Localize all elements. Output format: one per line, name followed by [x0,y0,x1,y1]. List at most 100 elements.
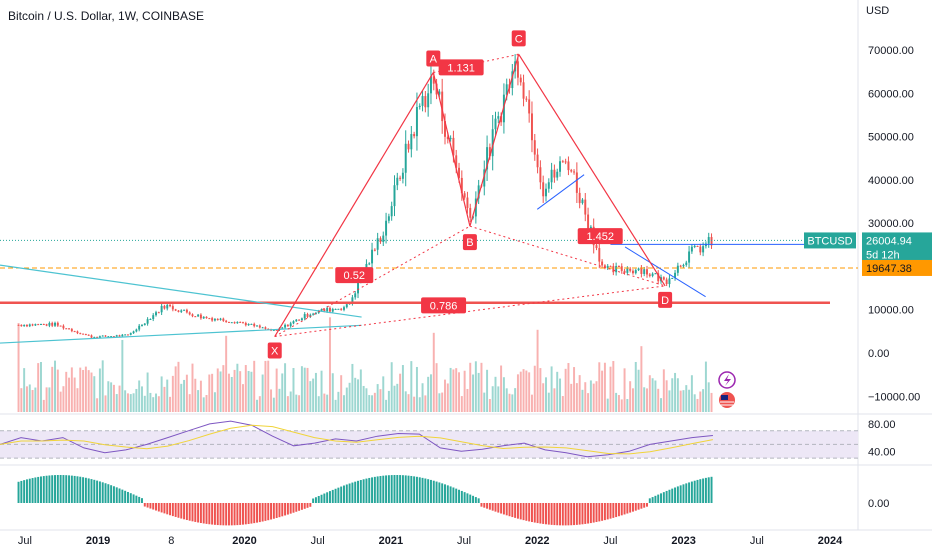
lightning-icon[interactable] [718,371,736,389]
channel-line[interactable] [536,174,585,210]
candle-body [553,169,556,178]
candle-body [76,331,79,334]
oscillator-bar [286,503,289,515]
oscillator-bar [48,475,51,503]
volume-bar [149,392,152,412]
ratio-label[interactable] [335,267,374,284]
candle-body [615,266,618,273]
harmonic-point-label[interactable] [426,50,441,67]
volume-bar [522,369,525,412]
volume-bar [328,317,331,412]
oscillator-bar [418,477,421,503]
volume-bar [567,363,570,412]
oscillator-bar [112,486,115,503]
volume-bar [606,398,609,412]
harmonic-point-label[interactable] [658,291,673,308]
candle-body [96,336,99,338]
candle-body [609,265,612,267]
volume-bar [528,372,531,412]
oscillator-bar [637,503,640,510]
x-tick-label: 2024 [818,535,843,547]
oscillator-bar [553,503,556,526]
channel-line[interactable] [624,246,706,298]
ratio-label[interactable] [438,59,484,76]
oscillator-bar [323,493,326,503]
harmonic-point-label[interactable] [267,342,282,359]
oscillator-bar [270,503,273,520]
volume-bar [601,370,604,412]
harmonic-leg[interactable] [274,72,434,337]
volume-bar [244,365,247,412]
volume-bar [474,361,477,412]
oscillator-bar [272,503,275,519]
oscillator-bar [202,503,205,524]
oscillator-bar [343,485,345,503]
ratio-label[interactable] [421,297,467,314]
candle-body [141,324,143,326]
oscillator-bar [623,503,626,515]
volume-bar [191,363,194,412]
candle-body [595,245,598,249]
harmonic-leg[interactable] [518,54,666,287]
volume-bar [702,389,705,412]
volume-bar [539,368,542,412]
candle-body [258,325,261,328]
volume-bar [118,385,121,412]
volume-bar [169,396,172,412]
volume-bar [455,368,458,412]
volume-bar [194,378,197,412]
volume-bar [314,372,317,412]
volume-bar [472,374,475,412]
volume-bar [233,369,236,412]
volume-bar [82,369,85,412]
candle-body [73,331,76,333]
oscillator-bar [536,503,539,524]
volume-bar [376,384,379,412]
harmonic-point-label[interactable] [511,30,526,47]
harmonic-leg[interactable] [469,54,520,227]
candle-body [466,197,469,208]
candle-body [303,314,306,319]
volume-bar [415,366,418,412]
us-flag-icon[interactable] [719,392,735,408]
trend-line[interactable] [0,264,362,318]
candle-body [48,322,51,326]
oscillator-bar [233,503,236,526]
volume-bar [359,369,362,412]
volume-bar [298,395,301,412]
ratio-label[interactable] [577,228,623,245]
volume-bar [239,371,242,412]
volume-bar [25,386,28,412]
trend-line[interactable] [0,324,362,344]
oscillator-bar [702,478,705,503]
volume-bar [444,379,446,412]
oscillator-bar [696,479,699,503]
oscillator-bar [359,480,362,503]
harmonic-point-label[interactable] [462,234,477,251]
oscillator-bar [303,503,306,509]
candle-body [494,118,497,130]
harmonic-leg[interactable] [432,72,471,227]
oscillator-bar [413,476,416,503]
candle-body [404,143,407,173]
candle-body [256,325,259,327]
oscillator-bar [660,493,663,503]
volume-bar [379,389,382,412]
candle-body [320,309,323,311]
oscillator-bar [679,485,682,503]
level-tag [862,259,932,276]
y-tick-label: 50000.00 [868,132,914,144]
candle-body [676,265,679,273]
candle-body [581,199,584,204]
volume-bar [45,387,48,412]
oscillator-bar [665,490,668,503]
candle-body [42,324,45,326]
candle-body [646,269,648,275]
volume-bar [609,366,612,412]
candle-body [469,207,472,218]
volume-bar [413,396,416,412]
oscillator-bar [578,503,581,525]
volume-bar [70,367,73,412]
volume-bar [438,393,441,412]
